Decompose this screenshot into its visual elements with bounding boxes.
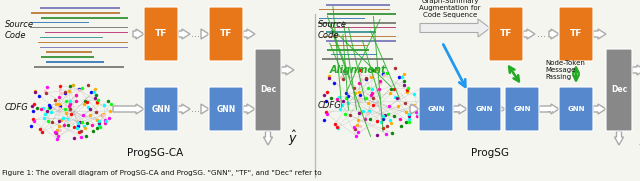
Text: CDFG: CDFG <box>5 104 29 113</box>
Text: Figure 1: The overall diagram of ProgSG-CA and ProgSG. "GNN", "TF", and "Dec" re: Figure 1: The overall diagram of ProgSG-… <box>2 170 322 176</box>
FancyBboxPatch shape <box>559 7 593 61</box>
Text: ...: ... <box>191 104 200 114</box>
Bar <box>326 40 396 42</box>
Polygon shape <box>453 104 467 114</box>
FancyBboxPatch shape <box>255 49 281 131</box>
Polygon shape <box>281 65 294 75</box>
Bar <box>38 42 128 43</box>
Polygon shape <box>497 104 505 114</box>
Bar <box>35 66 124 68</box>
FancyBboxPatch shape <box>419 87 453 131</box>
FancyBboxPatch shape <box>489 7 523 61</box>
Polygon shape <box>243 29 255 39</box>
Polygon shape <box>632 65 640 75</box>
FancyBboxPatch shape <box>467 87 501 131</box>
Bar <box>31 12 120 14</box>
Text: Graph-Summary
Augmentation for
Code Sequence: Graph-Summary Augmentation for Code Sequ… <box>419 0 481 18</box>
FancyBboxPatch shape <box>144 87 178 131</box>
Text: GNN: GNN <box>216 104 236 113</box>
Bar <box>30 27 128 28</box>
Polygon shape <box>420 19 490 37</box>
Text: Source
Code: Source Code <box>318 20 347 40</box>
Polygon shape <box>178 104 190 114</box>
Text: ...: ... <box>191 29 200 39</box>
Bar <box>42 17 128 18</box>
Polygon shape <box>549 29 559 39</box>
Text: ...: ... <box>546 104 554 113</box>
FancyBboxPatch shape <box>209 7 243 61</box>
Text: Alignment: Alignment <box>330 65 387 75</box>
Polygon shape <box>133 29 144 39</box>
Text: TF: TF <box>220 30 232 39</box>
Text: ProgSG: ProgSG <box>471 148 509 158</box>
Polygon shape <box>593 104 606 114</box>
FancyBboxPatch shape <box>559 87 593 131</box>
Text: GNN: GNN <box>152 104 171 113</box>
Bar <box>331 45 367 46</box>
Text: ...: ... <box>538 29 547 39</box>
Bar <box>321 58 394 60</box>
Text: TF: TF <box>500 30 512 39</box>
Polygon shape <box>264 131 273 145</box>
Polygon shape <box>614 131 623 145</box>
Polygon shape <box>243 104 255 114</box>
Bar <box>327 13 396 15</box>
Bar <box>319 9 390 10</box>
Bar <box>31 22 89 24</box>
Bar <box>45 32 128 33</box>
Bar <box>319 18 365 19</box>
Polygon shape <box>178 29 190 39</box>
Polygon shape <box>201 104 209 114</box>
Text: TF: TF <box>155 30 167 39</box>
Bar <box>326 31 376 33</box>
Text: GNN: GNN <box>428 106 445 112</box>
Text: Node-Token
Message
Passing: Node-Token Message Passing <box>545 60 585 80</box>
Text: GNN: GNN <box>476 106 493 112</box>
Bar <box>41 56 94 58</box>
Text: $\hat{y}$: $\hat{y}$ <box>288 129 298 148</box>
Polygon shape <box>539 104 559 114</box>
Text: GNN: GNN <box>567 106 585 112</box>
Polygon shape <box>523 29 535 39</box>
Text: GNN: GNN <box>513 106 531 112</box>
Text: ...: ... <box>453 104 461 113</box>
Bar <box>324 36 396 37</box>
FancyBboxPatch shape <box>209 87 243 131</box>
Text: Dec: Dec <box>260 85 276 94</box>
FancyBboxPatch shape <box>505 87 539 131</box>
Bar <box>326 4 390 6</box>
Polygon shape <box>113 104 144 114</box>
Bar <box>40 47 128 48</box>
Polygon shape <box>201 29 209 39</box>
Bar <box>318 22 396 24</box>
Bar <box>331 54 377 55</box>
Text: Dec: Dec <box>611 85 627 94</box>
Text: Source
Code: Source Code <box>5 20 34 40</box>
Text: ProgSG-CA: ProgSG-CA <box>127 148 183 158</box>
Bar <box>40 37 102 38</box>
Polygon shape <box>410 104 419 114</box>
Bar <box>330 27 396 28</box>
Text: $\hat{y}$: $\hat{y}$ <box>639 129 640 148</box>
Bar <box>46 61 104 63</box>
Text: TF: TF <box>570 30 582 39</box>
FancyBboxPatch shape <box>144 7 178 61</box>
Bar <box>327 49 369 51</box>
Polygon shape <box>593 29 606 39</box>
Bar <box>46 51 92 53</box>
Bar <box>40 7 120 9</box>
FancyBboxPatch shape <box>606 49 632 131</box>
Text: CDFG: CDFG <box>318 100 342 110</box>
